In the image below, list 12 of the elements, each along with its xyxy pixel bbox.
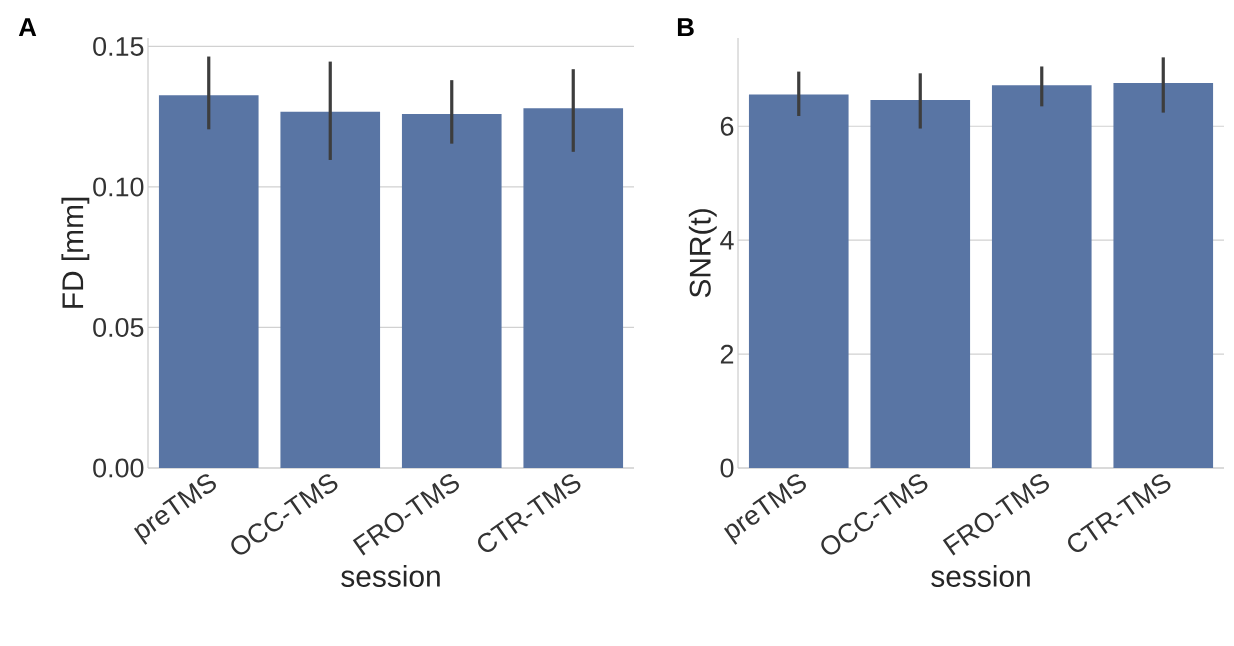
y-tick-label: 0.10 [93, 177, 144, 197]
y-tick-label: 6 [720, 116, 734, 136]
x-axis-title: session [341, 564, 440, 587]
x-axis-title: session [931, 564, 1030, 587]
y-tick-label: 4 [720, 230, 734, 250]
y-tick-label: 2 [720, 344, 734, 364]
y-axis-title: FD [mm] [61, 197, 90, 308]
text: B [677, 18, 694, 37]
y-tick-label: 0.15 [93, 36, 144, 56]
text: A [18, 18, 37, 37]
y-tick-label: 0.05 [93, 317, 144, 337]
y-axis-title: SNR(t) [688, 209, 717, 298]
